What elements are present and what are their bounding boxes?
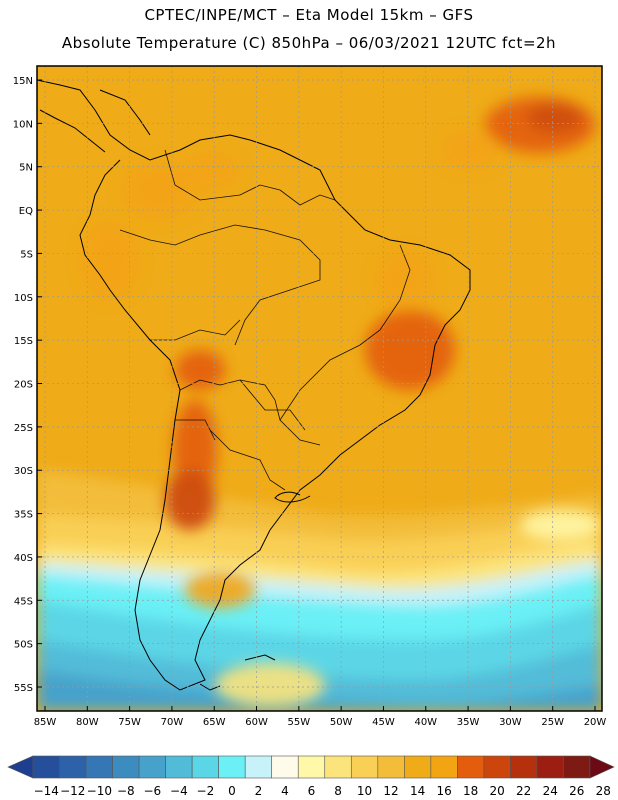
colorbar-tick-label: −2 — [197, 784, 215, 798]
colorbar-tick-label: −14 — [34, 784, 59, 798]
colorbar-box — [271, 755, 299, 779]
lat-label: 5N — [19, 163, 33, 174]
lon-label: 30W — [499, 717, 522, 728]
lat-label: 40S — [14, 553, 33, 564]
lat-label: 10S — [14, 293, 33, 304]
colorbar-box — [85, 755, 113, 779]
colorbar-box — [59, 755, 87, 779]
colorbar-box — [536, 755, 564, 779]
colorbar-box — [430, 755, 458, 779]
colorbar-arrow-high — [589, 755, 615, 779]
colorbar-tick-label: 12 — [383, 784, 398, 798]
colorbar-box — [32, 755, 60, 779]
colorbar-tick-label: 2 — [255, 784, 263, 798]
colorbar-tick-label: 28 — [596, 784, 611, 798]
lat-label: EQ — [19, 206, 33, 217]
lat-label: 35S — [14, 510, 33, 521]
colorbar-tick-label: 4 — [281, 784, 289, 798]
colorbar-tick-label: 16 — [436, 784, 451, 798]
colorbar-box — [457, 755, 485, 779]
colorbar-tick-label: −4 — [170, 784, 188, 798]
map-frame — [36, 65, 603, 712]
colorbar-box — [563, 755, 591, 779]
colorbar-box — [191, 755, 219, 779]
country-borders — [119, 149, 411, 491]
lon-label: 70W — [161, 717, 184, 728]
lon-label: 85W — [34, 717, 57, 728]
lat-label: 15N — [13, 76, 33, 87]
lon-label: 40W — [414, 717, 437, 728]
colorbar-tick-label: −10 — [87, 784, 112, 798]
colorbar-box — [244, 755, 273, 779]
colorbar-box — [350, 755, 379, 779]
lon-label: 60W — [245, 717, 268, 728]
longitude-axis: 85W 80W 75W 70W 65W 60W 55W 50W 45W 40W 35W 30W 25W 2… — [34, 706, 607, 728]
lat-label: 20S — [14, 380, 33, 391]
colorbar-box — [297, 755, 326, 779]
lon-label: 80W — [76, 717, 99, 728]
colorbar-box — [510, 755, 538, 779]
chart-title-line1: CPTEC/INPE/MCT – Eta Model 15km – GFS — [144, 6, 474, 24]
lon-label: 45W — [372, 717, 395, 728]
colorbar-tick-label: 8 — [334, 784, 342, 798]
colorbar-tick-label: 10 — [357, 784, 372, 798]
colorbar-box — [112, 755, 140, 779]
temperature-field — [37, 66, 602, 711]
lat-label: 30S — [14, 466, 33, 477]
colorbar-box — [483, 755, 511, 779]
colorbar-tick-label: −12 — [60, 784, 85, 798]
colorbar-tick-label: −6 — [144, 784, 162, 798]
colorbar — [7, 755, 615, 779]
latitude-axis: 15N 10N 5N EQ 5S 10S 15S 20S 25S 30S 35S 40S 45S 50S 5… — [13, 76, 42, 694]
colorbar-tick-label: 20 — [490, 784, 505, 798]
lat-label: 45S — [14, 596, 33, 607]
colorbar-arrow-low — [7, 755, 34, 779]
coastline-outline — [36, 79, 471, 691]
colorbar-tick-label: 26 — [569, 784, 584, 798]
lat-label: 25S — [14, 423, 33, 434]
colorbar-box — [138, 755, 166, 779]
colorbar-tick-label: 18 — [463, 784, 478, 798]
lon-label: 55W — [288, 717, 311, 728]
colorbar-box — [377, 755, 405, 779]
lat-label: 10N — [13, 119, 33, 130]
lon-label: 20W — [584, 717, 607, 728]
lon-label: 50W — [330, 717, 353, 728]
colorbar-labels: −14 −12 −10 −8 −6 −4 −2 0 2 4 6 8 10 12 14 16 18 20 22 24 26… — [34, 784, 611, 798]
colorbar-box — [404, 755, 432, 779]
colorbar-tick-label: 22 — [516, 784, 531, 798]
lon-label: 35W — [457, 717, 480, 728]
colorbar-tick-label: 14 — [410, 784, 425, 798]
lat-label: 55S — [14, 683, 33, 694]
chart-title-line2: Absolute Temperature (C) 850hPa – 06/03/… — [61, 34, 557, 52]
lat-label: 50S — [14, 640, 33, 651]
graticule — [37, 66, 602, 711]
lat-label: 5S — [20, 249, 33, 260]
lon-label: 75W — [118, 717, 141, 728]
lon-label: 65W — [203, 717, 226, 728]
lon-label: 25W — [541, 717, 564, 728]
colorbar-tick-label: 6 — [308, 784, 316, 798]
colorbar-tick-label: 0 — [228, 784, 236, 798]
lat-label: 15S — [14, 336, 33, 347]
colorbar-box — [165, 755, 193, 779]
colorbar-box — [218, 755, 246, 779]
colorbar-box — [324, 755, 352, 779]
colorbar-tick-label: −8 — [117, 784, 135, 798]
colorbar-tick-label: 24 — [543, 784, 558, 798]
